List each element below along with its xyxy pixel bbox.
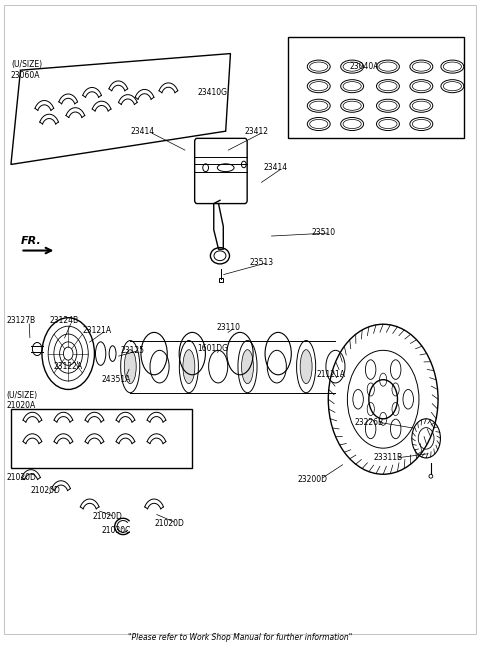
Text: 21020D: 21020D: [6, 473, 36, 482]
Ellipse shape: [124, 350, 136, 384]
Ellipse shape: [183, 350, 195, 384]
Text: 23127B: 23127B: [6, 316, 36, 326]
Text: 23414: 23414: [264, 163, 288, 172]
Text: 21020D: 21020D: [154, 519, 184, 528]
Text: 23412: 23412: [245, 127, 269, 136]
Ellipse shape: [241, 350, 253, 384]
Text: 23200D: 23200D: [297, 475, 327, 484]
Text: 1601DG: 1601DG: [197, 344, 228, 353]
Ellipse shape: [300, 350, 312, 384]
Text: 23040A: 23040A: [350, 62, 379, 71]
Text: 23311B: 23311B: [373, 453, 403, 462]
Bar: [218, 278, 223, 282]
Text: "Please refer to Work Shop Manual for further information": "Please refer to Work Shop Manual for fu…: [128, 633, 352, 642]
Text: 23226B: 23226B: [355, 418, 384, 426]
Text: 23122A: 23122A: [54, 362, 83, 371]
Text: 23414: 23414: [130, 127, 155, 136]
Text: 24351A: 24351A: [102, 375, 131, 384]
Text: 23124B: 23124B: [49, 316, 78, 326]
Text: 21020D: 21020D: [92, 512, 122, 521]
Text: FR.: FR.: [21, 236, 41, 246]
Text: 23510: 23510: [312, 229, 336, 237]
Text: 23110: 23110: [216, 323, 240, 332]
Text: 21121A: 21121A: [316, 370, 345, 379]
Text: (U/SIZE)
23060A: (U/SIZE) 23060A: [11, 60, 42, 79]
Text: 23125: 23125: [120, 346, 144, 355]
Text: 21030C: 21030C: [102, 527, 131, 536]
Text: 23410G: 23410G: [197, 88, 227, 97]
Text: (U/SIZE)
21020A: (U/SIZE) 21020A: [6, 391, 37, 410]
Text: 21020D: 21020D: [30, 486, 60, 495]
Text: 23513: 23513: [250, 258, 274, 267]
Text: 23121A: 23121A: [83, 326, 112, 335]
Ellipse shape: [429, 474, 433, 478]
